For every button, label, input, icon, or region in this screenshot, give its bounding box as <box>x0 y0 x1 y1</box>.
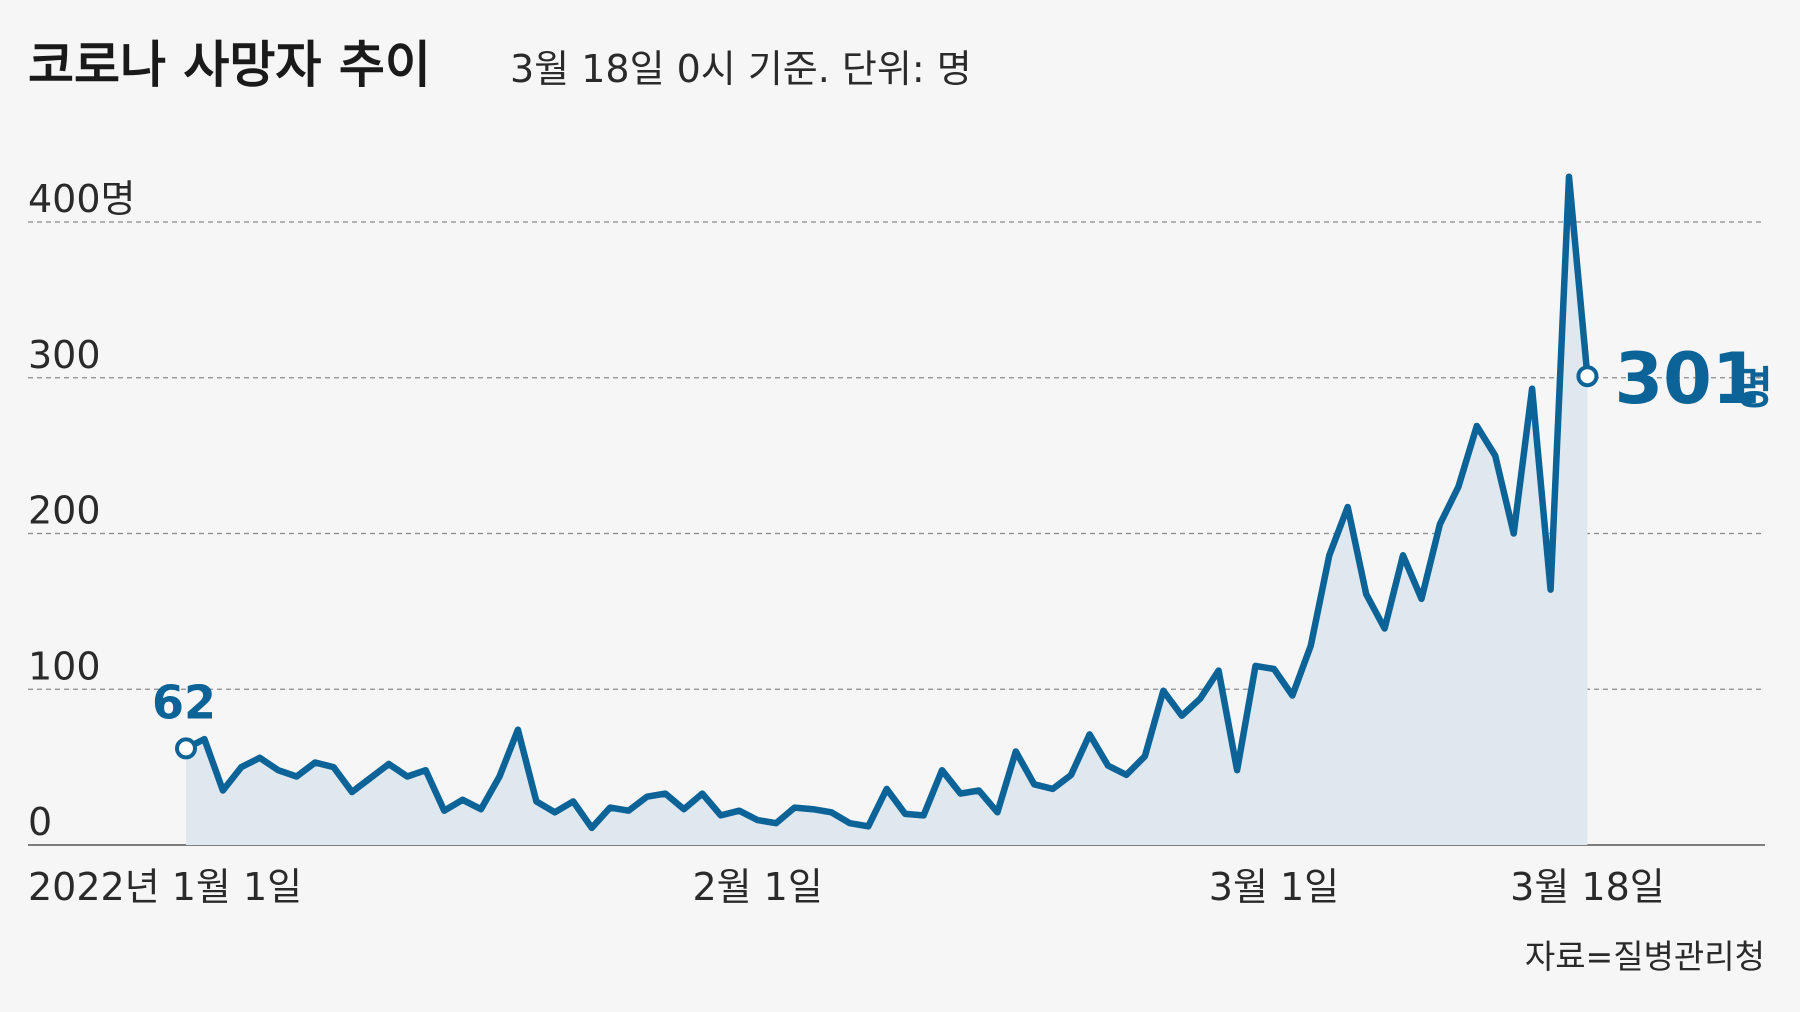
y-tick-label: 0 <box>28 800 52 844</box>
end-point-marker <box>1576 365 1599 388</box>
chart-title: 코로나 사망자 추이 <box>28 36 431 94</box>
y-tick-label: 400명 <box>28 177 136 221</box>
x-tick-label: 3월 18일 <box>1510 865 1665 909</box>
source-credit: 자료=질병관리청 <box>1525 937 1765 976</box>
end-value-unit: 명 <box>1732 363 1772 414</box>
grid-layer: 0 100 200 300 400명 <box>28 177 1765 846</box>
x-axis: 2022년 1월 1일 2월 1일 3월 1일 3월 18일 <box>28 865 1665 909</box>
area-fill <box>186 176 1588 846</box>
end-value-label: 301 <box>1614 338 1760 420</box>
y-tick-label: 200 <box>28 489 101 533</box>
x-tick-label: 2022년 1월 1일 <box>28 865 302 909</box>
line-layer <box>175 173 1599 832</box>
series-line <box>182 173 1591 832</box>
x-tick-label: 3월 1일 <box>1209 865 1339 909</box>
area-layer <box>186 176 1588 846</box>
x-tick-label: 2월 1일 <box>692 865 822 909</box>
start-value-label: 62 <box>152 675 216 729</box>
chart-subtitle: 3월 18일 0시 기준. 단위: 명 <box>510 47 972 91</box>
y-tick-label: 300 <box>28 333 101 377</box>
start-point-marker <box>175 737 197 760</box>
y-tick-label: 100 <box>28 644 101 688</box>
